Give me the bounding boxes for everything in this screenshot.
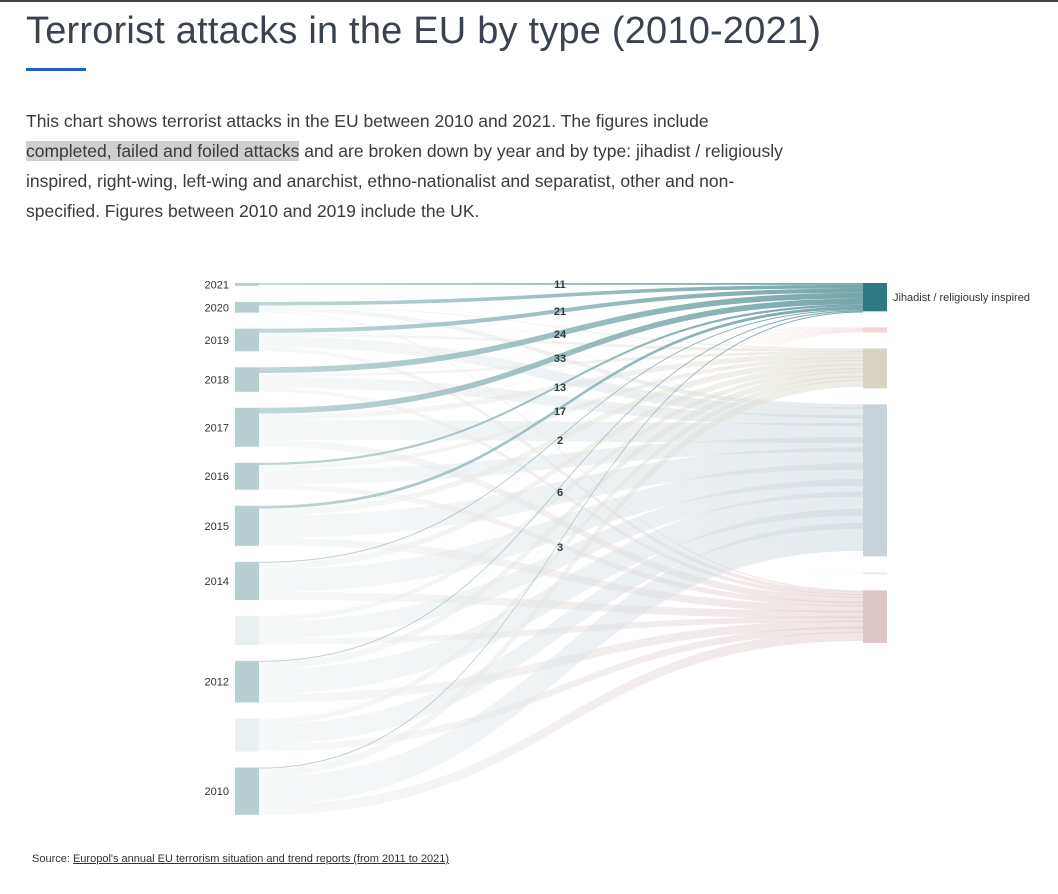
link-flow [259,356,863,470]
link-jihadist [259,298,863,414]
link-jihadist [259,288,863,333]
link-flow [259,311,863,592]
link-flow [259,437,863,485]
link-flow [259,329,863,564]
chart-labels: 2021 2020 2019 2018 2017 2016 2015 2014 2012 2010… [205,279,1030,798]
description-highlight: completed, failed and foiled attacks [26,140,300,161]
link-jihadist [259,292,863,374]
link-jihadist [259,283,863,285]
type-node[interactable] [863,590,887,643]
type-node[interactable] [863,404,887,557]
year-node[interactable] [235,462,259,490]
year-node[interactable] [235,561,259,601]
type-node[interactable] [863,327,887,333]
link-flow [259,327,863,415]
link-flow [259,508,863,745]
link-flow [259,522,863,805]
link-flow [259,479,863,639]
link-flow [259,333,863,353]
link-flow [259,353,863,420]
link-flow [259,371,863,670]
year-node[interactable] [235,660,259,703]
year-node[interactable] [235,301,259,313]
link-flow [259,328,863,510]
link-flow [259,359,863,516]
flow-value-label: 17 [554,406,566,418]
link-flow [259,363,863,570]
source-link[interactable]: Europol's annual EU terrorism situation … [72,853,450,865]
year-label: 2019 [205,335,229,347]
link-jihadist [259,306,863,509]
year-node[interactable] [235,718,259,752]
flow-value-label: 21 [554,306,566,318]
link-flow [259,329,863,617]
link-flow [259,336,863,419]
background-links [259,285,863,815]
description-text-2: and are broken down by year and by type:… [26,140,783,221]
year-label: 2014 [205,576,229,588]
link-jihadist [259,310,863,662]
flow-value-label: 2 [557,435,563,447]
link-flow [259,331,863,770]
source-note: Source: Europol's annual EU terrorism si… [32,853,449,865]
link-flow [259,330,863,720]
year-label: 2020 [205,302,229,314]
link-flow [259,285,863,405]
link-flow [259,491,863,694]
source-label: Source: [32,853,73,865]
year-label: 2017 [205,422,229,434]
year-label: 2016 [205,471,229,483]
top-rule [0,0,1058,2]
link-flow [259,379,863,777]
chart-description: This chart shows terrorist attacks in th… [26,106,786,226]
year-nodes [235,283,259,815]
type-node[interactable] [863,572,887,575]
link-flow [259,591,863,619]
link-jihadist [259,304,863,466]
sankey-chart: 2021 2020 2019 2018 2017 2016 2015 2014 2012 2010… [205,279,1030,815]
link-flow [259,347,863,596]
link-flow [259,330,863,663]
page-title: Terrorist attacks in the EU by type (201… [26,10,822,52]
year-label: 2021 [205,279,229,291]
year-node[interactable] [235,767,259,815]
year-node[interactable] [235,367,259,392]
type-node[interactable] [863,348,887,389]
flow-value-label: 33 [554,353,566,365]
link-flow [259,631,863,815]
link-jihadist [259,311,863,769]
link-flow [259,572,863,806]
year-label: 2010 [205,786,229,798]
flow-value-label: 6 [557,487,563,499]
year-node[interactable] [235,616,259,645]
link-flow [259,305,863,350]
highlighted-links [259,283,863,769]
link-flow [259,328,863,466]
year-node[interactable] [235,407,259,447]
type-node[interactable] [863,283,887,312]
flow-value-label: 13 [554,382,566,394]
link-flow [259,484,863,607]
flow-value-label: 11 [554,279,566,291]
title-accent-bar [26,68,86,71]
year-node[interactable] [235,505,259,546]
year-node[interactable] [235,328,259,352]
year-node[interactable] [235,283,259,286]
type-nodes [863,283,887,643]
flow-value-label: 24 [554,329,567,341]
year-label: 2012 [205,677,229,689]
type-label: Jihadist / religiously inspired [893,292,1030,304]
flow-value-label: 3 [557,542,563,554]
description-text-1: This chart shows terrorist attacks in th… [26,110,709,131]
year-label: 2015 [205,521,229,533]
link-flow [259,351,863,377]
link-jihadist [259,284,863,306]
link-jihadist [259,309,863,563]
year-label: 2018 [205,375,229,387]
link-flow [259,367,863,622]
link-flow [259,327,863,374]
